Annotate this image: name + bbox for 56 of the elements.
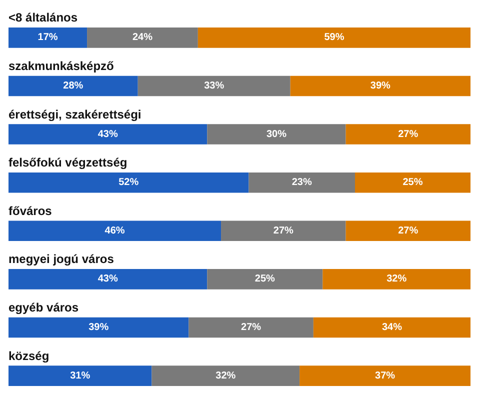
bar [207, 269, 323, 290]
data-label: 52% [118, 177, 139, 188]
bar [346, 124, 470, 144]
data-label: 23% [292, 177, 312, 188]
bar [8, 366, 152, 386]
bar [8, 269, 208, 290]
data-label: 32% [216, 370, 236, 382]
bar [290, 76, 470, 96]
bar [188, 317, 314, 338]
bar [248, 172, 355, 193]
data-label: 34% [382, 322, 402, 333]
bar [138, 76, 290, 96]
data-label: 30% [266, 128, 287, 140]
data-label: 39% [370, 80, 391, 92]
data-label: 17% [38, 32, 58, 44]
bar [198, 28, 470, 48]
y-tick-label: egyéb város [8, 300, 79, 314]
bar [8, 28, 88, 48]
bar [355, 172, 470, 193]
data-label: 27% [398, 225, 418, 236]
data-label: 46% [104, 225, 125, 236]
data-label: 25% [402, 177, 423, 188]
y-tick-label: főváros [8, 204, 52, 218]
data-label: 39% [88, 322, 109, 333]
bar [87, 28, 198, 48]
y-tick-label: megyei jogú város [8, 252, 114, 266]
data-label: 27% [273, 225, 294, 236]
data-label: 37% [375, 370, 396, 382]
y-tick-label: érettségi, szakérettségi [8, 107, 142, 122]
bar [8, 220, 222, 242]
bar [8, 76, 138, 96]
bar [8, 124, 208, 144]
data-label: 33% [204, 80, 224, 92]
bar [152, 366, 300, 386]
data-label: 43% [98, 274, 118, 285]
bar [322, 269, 470, 290]
y-tick-label: szakmunkásképző [8, 58, 114, 73]
data-label: 43% [98, 128, 118, 140]
y-tick-label: község [8, 348, 50, 363]
bar [207, 124, 346, 144]
bar [8, 172, 249, 193]
y-tick-label: felsőfokú végzettség [8, 156, 128, 170]
data-label: 27% [241, 322, 262, 333]
data-label: 24% [132, 32, 153, 44]
bar [221, 220, 346, 242]
data-label: 25% [254, 274, 276, 285]
data-label: 32% [386, 274, 407, 285]
y-tick-label: <8 általános [8, 10, 78, 25]
data-label: 59% [324, 32, 344, 44]
bar [346, 220, 470, 242]
bar [313, 317, 470, 338]
bar [300, 366, 470, 386]
data-label: 31% [70, 370, 90, 382]
data-label: 28% [63, 80, 84, 92]
bar [8, 317, 189, 338]
data-label: 27% [398, 128, 418, 140]
